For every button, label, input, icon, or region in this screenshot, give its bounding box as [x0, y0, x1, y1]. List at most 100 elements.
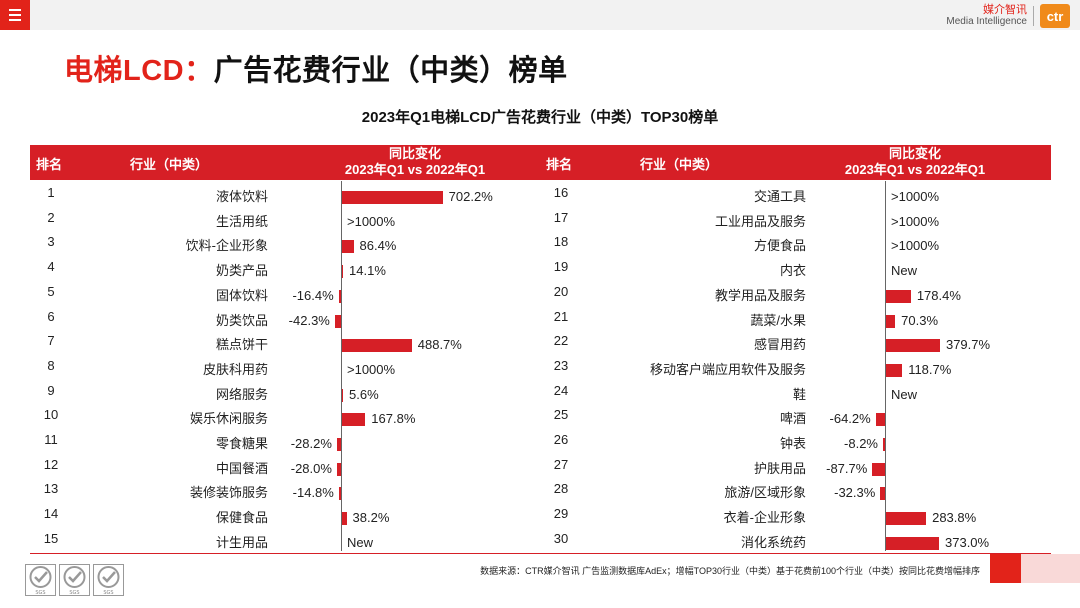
change-bar	[341, 512, 347, 526]
zero-axis-line	[341, 181, 342, 551]
change-bar	[336, 462, 341, 476]
svg-text:SGS: SGS	[35, 590, 45, 596]
change-header-right: 同比变化 2023年Q1 vs 2022年Q1	[820, 146, 1010, 178]
value-label: >1000%	[347, 213, 396, 229]
sgs-certification-icon: SGS	[59, 564, 90, 596]
rank-number: 15	[43, 530, 59, 546]
change-header-right-line1: 同比变化	[888, 146, 941, 161]
brand-divider	[1033, 6, 1034, 26]
change-bar	[885, 314, 896, 328]
value-label: -8.2%	[844, 436, 878, 451]
rank-number: 5	[47, 283, 55, 299]
industry-name: 奶类产品	[215, 263, 268, 279]
industry-name: 液体饮料	[215, 189, 268, 204]
top-bar: 媒介智讯 Media Intelligence ctr	[0, 0, 1080, 30]
table-header	[30, 145, 1051, 180]
change-bar	[341, 339, 412, 353]
sgs-certification-icon: SGS	[93, 564, 124, 596]
value-label: 14.1%	[349, 263, 386, 279]
rank-number: 17	[553, 209, 569, 225]
industry-name: 方便食品	[753, 238, 806, 254]
value-label: -16.4%	[292, 287, 334, 303]
change-bar	[872, 462, 885, 476]
value-label: 702.2%	[448, 189, 493, 204]
industry-name: 生活用纸	[215, 213, 268, 229]
change-bar	[885, 536, 939, 550]
rank-number: 25	[553, 407, 569, 423]
hamburger-menu-icon[interactable]	[0, 0, 30, 30]
value-label: -14.8%	[292, 485, 334, 501]
value-label: New	[891, 386, 918, 402]
value-label: >1000%	[891, 238, 940, 254]
change-bar	[341, 191, 443, 204]
industry-name: 奶类饮品	[215, 312, 268, 328]
certification-marks: SGS SGS SGS	[25, 564, 125, 598]
industry-name: 皮肤科用药	[202, 361, 268, 377]
industry-name: 钟表	[779, 436, 806, 451]
rank-number: 30	[553, 530, 569, 546]
change-bar	[883, 438, 885, 451]
industry-name: 工业用品及服务	[714, 213, 806, 229]
industry-name: 零食糖果	[215, 436, 268, 451]
value-label: -64.2%	[829, 411, 871, 427]
change-bar	[341, 265, 344, 279]
value-label: 178.4%	[916, 287, 961, 303]
brand-name-cn: 媒介智讯	[983, 4, 1027, 16]
industry-name: 鞋	[792, 386, 806, 402]
value-label: 283.8%	[932, 510, 977, 526]
industry-header-left: 行业（中类）	[130, 157, 209, 172]
industry-name: 衣着-企业形象	[723, 510, 806, 526]
rank-number: 18	[553, 234, 569, 250]
rank-number: 4	[47, 259, 55, 275]
value-label: 379.7%	[945, 337, 991, 353]
rank-number: 13	[43, 481, 59, 497]
page-title-highlight: 电梯LCD：	[64, 55, 214, 87]
data-source-note: 数据来源：CTR媒介智讯 广告监测数据库AdEx；增幅TOP30行业（中类）基于…	[480, 566, 980, 576]
industry-name: 教学用品及服务	[714, 287, 806, 303]
change-header-right-line2: 2023年Q1 vs 2022年Q1	[844, 162, 986, 177]
value-label: 488.7%	[417, 337, 462, 353]
industry-name: 啤酒	[779, 411, 806, 427]
rank-number: 29	[553, 506, 569, 522]
ctr-logo: ctr	[1040, 4, 1070, 28]
industry-name: 固体饮料	[215, 287, 268, 303]
rank-number: 26	[553, 432, 569, 447]
svg-text:SGS: SGS	[69, 590, 79, 596]
value-label: 373.0%	[945, 534, 990, 550]
value-label: -87.7%	[826, 460, 868, 476]
ranking-table: 排名 行业（中类） 同比变化 2023年Q1 vs 2022年Q1 排名 行业（…	[30, 145, 1051, 553]
footer-accent-red	[990, 554, 1021, 583]
rank-number: 14	[43, 506, 59, 522]
change-bar	[880, 487, 885, 501]
value-label: 167.8%	[371, 411, 416, 427]
brand-text: 媒介智讯 Media Intelligence	[946, 4, 1027, 28]
rank-number: 7	[47, 333, 55, 349]
rank-number: 16	[553, 185, 569, 200]
industry-name: 饮料-企业形象	[185, 238, 268, 254]
change-bar	[885, 289, 911, 303]
table-bottom-rule	[30, 553, 1051, 554]
value-label: 118.7%	[908, 361, 952, 377]
industry-name: 计生用品	[215, 534, 268, 550]
change-bar	[338, 289, 341, 303]
change-bar	[885, 363, 903, 377]
rank-number: 9	[47, 382, 55, 398]
industry-name: 护肤用品	[753, 460, 806, 476]
industry-header-right: 行业（中类）	[640, 157, 719, 172]
value-label: 38.2%	[352, 510, 390, 526]
change-header-left: 同比变化 2023年Q1 vs 2022年Q1	[320, 146, 510, 178]
industry-name: 装修装饰服务	[189, 485, 268, 501]
chart-title: 2023年Q1电梯LCD广告花费行业（中类）TOP30榜单	[361, 109, 719, 126]
rank-number: 11	[44, 432, 58, 447]
rank-number: 28	[553, 481, 569, 497]
rank-number: 22	[553, 333, 569, 349]
rank-number: 12	[43, 456, 59, 472]
change-bar	[341, 413, 366, 427]
change-header-left-line2: 2023年Q1 vs 2022年Q1	[344, 162, 486, 177]
rank-number: 10	[43, 407, 59, 423]
change-bar	[341, 388, 343, 402]
change-bar	[885, 339, 940, 353]
page-title: 电梯LCD：广告花费行业（中类）榜单	[64, 47, 568, 89]
rank-number: 21	[553, 308, 569, 324]
value-label: -28.0%	[290, 460, 332, 476]
